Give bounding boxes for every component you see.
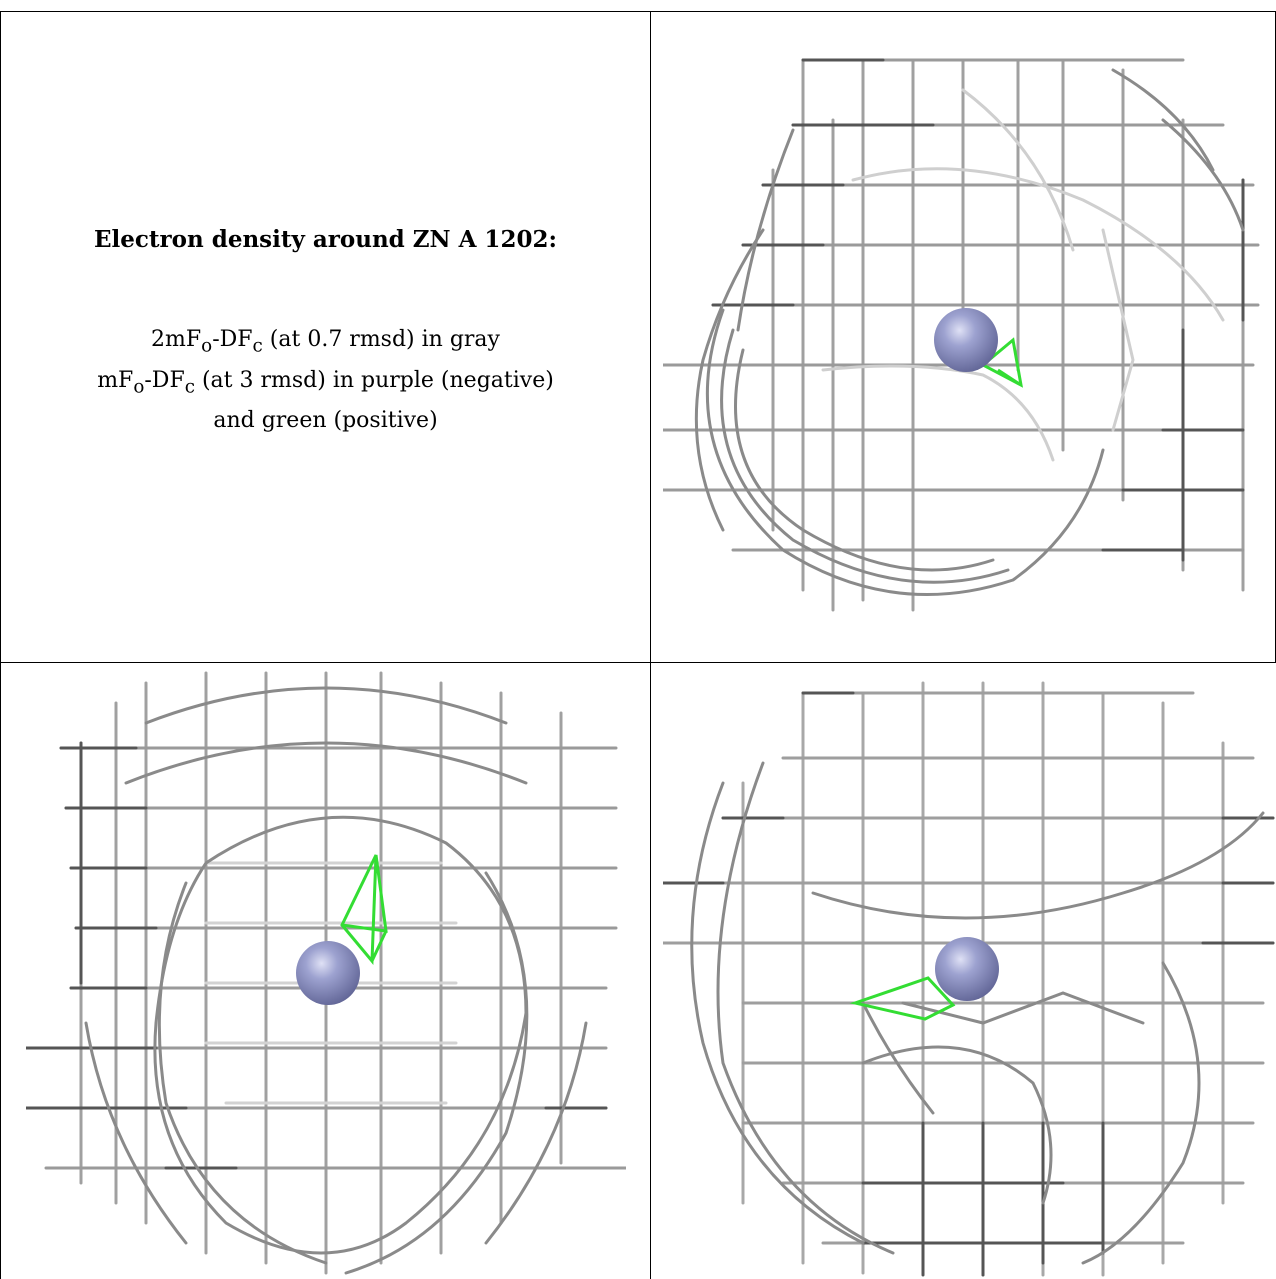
border-middle-horizontal: [0, 662, 1276, 663]
zinc-atom-icon-2: [296, 941, 360, 1005]
positive-density-icon: [980, 337, 1024, 388]
legend-line-2: mFo-DFc (at 3 rmsd) in purple (negative): [97, 367, 554, 397]
mesh-image-3: [663, 681, 1275, 1277]
figure-title: Electron density around ZN A 1202:: [94, 226, 557, 254]
mesh-3: [663, 681, 1275, 1277]
positive-density-icon-3: [849, 976, 956, 1021]
positive-density-icon-2: [340, 854, 388, 965]
density-view-1: [663, 30, 1263, 636]
density-view-2: [26, 663, 626, 1279]
mesh-2: [26, 671, 626, 1275]
legend-cell: Electron density around ZN A 1202: 2mFo-…: [1, 12, 650, 662]
density-view-3: [663, 663, 1276, 1279]
border-top: [0, 11, 1276, 12]
mesh-image-2: [26, 671, 626, 1275]
zinc-atom-icon: [934, 308, 998, 372]
border-left: [0, 11, 1, 1279]
legend-line-3: and green (positive): [213, 407, 438, 433]
legend-line-1: 2mFo-DFc (at 0.7 rmsd) in gray: [151, 327, 500, 357]
mesh-image-1: [663, 58, 1260, 612]
zinc-atom-icon-3: [935, 937, 999, 1001]
border-middle-vertical: [650, 11, 651, 1279]
mesh-1: [663, 58, 1260, 612]
